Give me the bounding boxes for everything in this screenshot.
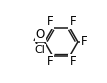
Text: F: F [81,35,88,48]
Text: O: O [36,28,45,41]
Text: F: F [69,55,76,68]
Text: Cl: Cl [34,45,45,55]
Text: F: F [69,16,76,28]
Text: F: F [46,55,53,68]
Text: F: F [46,16,53,28]
